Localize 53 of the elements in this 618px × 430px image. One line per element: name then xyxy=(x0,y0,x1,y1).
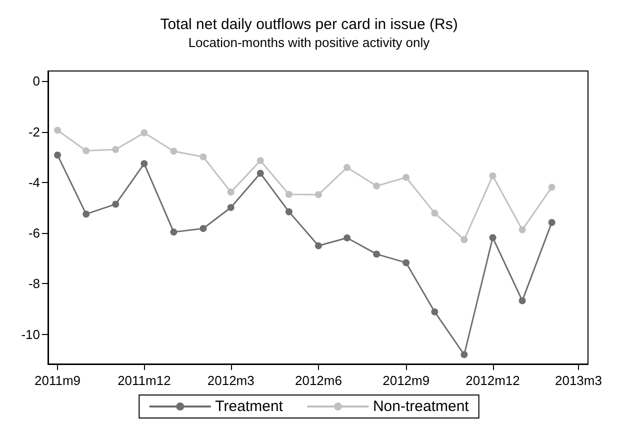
y-tick-label: -2 xyxy=(28,124,40,140)
point xyxy=(200,153,207,160)
chart-title: Total net daily outflows per card in issue (Rs) xyxy=(160,16,458,33)
y-tick-label: 0 xyxy=(32,74,40,89)
point xyxy=(314,242,322,250)
point xyxy=(256,157,264,164)
point xyxy=(431,210,438,217)
point xyxy=(402,174,410,181)
legend-label: Treatment xyxy=(215,398,284,415)
point xyxy=(489,172,496,180)
point xyxy=(373,182,380,190)
x-tick-label: 2011m12 xyxy=(118,373,171,388)
chart-subtitle: Location-months with positive activity only xyxy=(188,35,430,50)
point xyxy=(140,129,148,136)
point xyxy=(82,147,90,154)
point xyxy=(431,308,438,316)
x-tick-label: 2012m12 xyxy=(466,373,520,388)
point xyxy=(285,208,292,216)
point xyxy=(227,204,234,211)
point xyxy=(460,236,468,244)
point xyxy=(112,146,120,154)
point xyxy=(402,259,410,266)
point xyxy=(112,200,120,208)
x-tick-label: 2012m3 xyxy=(207,373,254,388)
point xyxy=(373,250,380,258)
x-tick-label: 2012m6 xyxy=(294,373,342,388)
point xyxy=(170,148,178,155)
point xyxy=(140,160,148,168)
y-tick-label: -10 xyxy=(21,326,40,342)
point xyxy=(489,234,496,242)
point xyxy=(54,126,62,134)
point xyxy=(460,351,468,358)
point xyxy=(344,234,351,242)
x-tick-label: 2012m9 xyxy=(382,373,430,388)
point xyxy=(518,297,526,304)
point xyxy=(200,225,207,232)
point xyxy=(314,191,322,198)
point xyxy=(344,164,351,171)
x-tick-label: 2011m9 xyxy=(34,373,81,388)
point xyxy=(518,226,526,234)
y-tick-label: -4 xyxy=(28,174,40,190)
point xyxy=(54,152,62,159)
point xyxy=(285,190,292,198)
point xyxy=(170,228,178,236)
point xyxy=(256,170,264,177)
point xyxy=(548,184,556,191)
y-tick-label: -6 xyxy=(28,226,40,241)
legend-label: Non-treatment xyxy=(372,398,470,415)
x-tick-label: 2013m3 xyxy=(554,373,602,388)
point xyxy=(548,218,556,226)
point xyxy=(82,210,90,218)
point xyxy=(227,188,234,196)
y-tick-label: -8 xyxy=(28,276,40,292)
